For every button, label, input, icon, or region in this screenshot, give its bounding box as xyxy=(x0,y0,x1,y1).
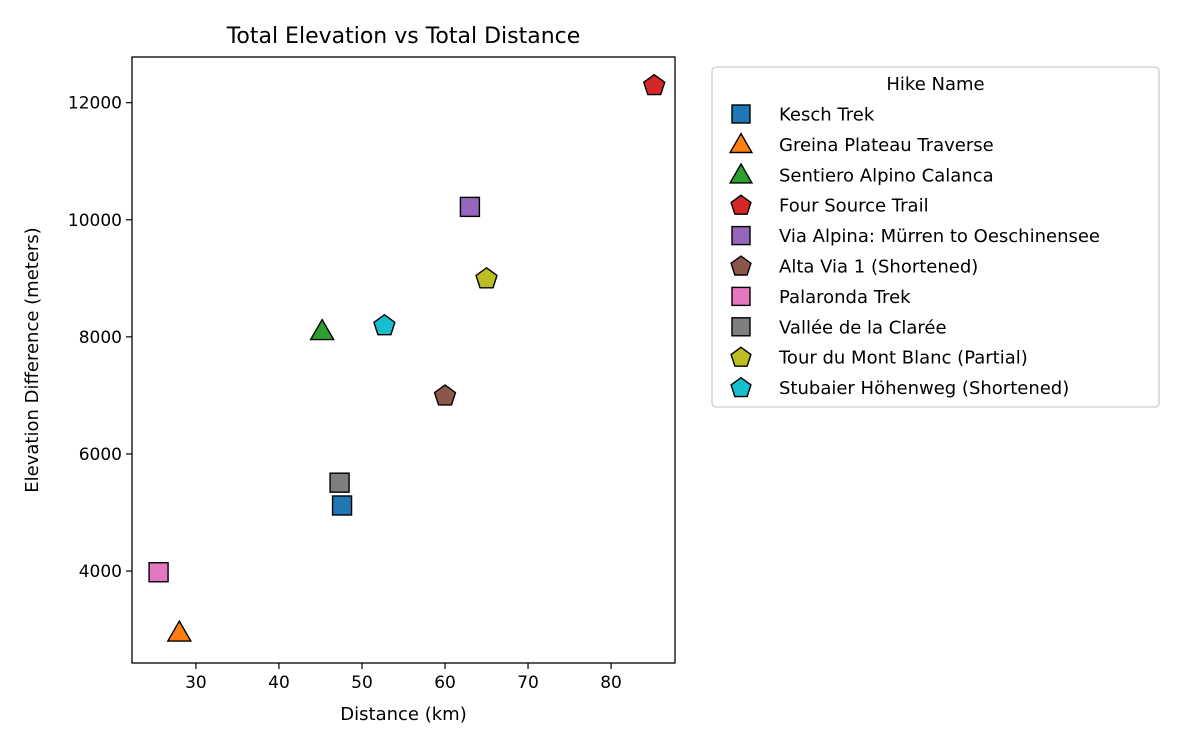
legend-marker xyxy=(730,255,752,276)
data-point xyxy=(373,313,396,336)
legend-entry-label: Four Source Trail xyxy=(779,196,929,217)
legend: Hike Name Kesch Trek Greina Plateau Trave… xyxy=(711,66,1160,408)
legend-title: Hike Name xyxy=(886,74,984,95)
x-tick-label: 40 xyxy=(268,673,290,693)
x-tick-label: 80 xyxy=(600,673,622,693)
chart-title: Total Elevation vs Total Distance xyxy=(226,24,581,49)
x-axis-label: Distance (km) xyxy=(340,704,466,725)
legend-entry-label: Palaronda Trek xyxy=(779,287,911,308)
legend-entry-label: Alta Via 1 (Shortened) xyxy=(779,257,978,278)
data-points xyxy=(148,73,666,642)
legend-entry-label: Via Alpina: Mürren to Oeschinensee xyxy=(779,226,1100,247)
x-tick-label: 60 xyxy=(434,673,456,693)
x-tick-label: 30 xyxy=(185,673,207,693)
y-tick-label: 10000 xyxy=(68,211,122,231)
legend-marker xyxy=(731,317,751,337)
legend-marker xyxy=(731,286,751,307)
legend-entry-label: Kesch Trek xyxy=(779,105,875,126)
data-point xyxy=(309,318,335,341)
data-point xyxy=(166,619,193,642)
y-tick-label: 6000 xyxy=(79,445,122,465)
legend-marker xyxy=(728,162,754,184)
y-tick-label: 4000 xyxy=(79,562,122,582)
legend-entry-label: Vallée de la Clarée xyxy=(779,317,947,338)
legend-entry-label: Greina Plateau Traverse xyxy=(779,135,994,156)
data-point xyxy=(148,562,169,583)
legend-marker xyxy=(730,376,752,398)
axis-ticks: 30 40 50 60 70 80 4000 6000 8000 10000 12000 xyxy=(68,94,622,693)
y-tick-label: 12000 xyxy=(68,94,122,114)
legend-marker xyxy=(730,194,752,215)
legend-entry-label: Sentiero Alpino Calanca xyxy=(779,165,994,186)
data-point xyxy=(642,73,666,96)
data-point xyxy=(433,384,457,406)
y-tick-label: 8000 xyxy=(79,328,122,348)
data-point xyxy=(331,495,353,516)
legend-entry-label: Stubaier Höhenweg (Shortened) xyxy=(779,378,1069,399)
plot-area xyxy=(131,56,676,664)
data-point xyxy=(329,472,350,493)
x-tick-label: 70 xyxy=(517,673,539,693)
legend-marker xyxy=(731,104,751,124)
x-tick-label: 50 xyxy=(351,673,373,693)
data-point xyxy=(475,267,498,289)
legend-marker xyxy=(731,225,751,246)
legend-marker xyxy=(728,132,754,154)
y-axis-label: Elevation Difference (meters) xyxy=(22,227,43,492)
legend-box xyxy=(711,66,1160,408)
data-point xyxy=(459,196,481,218)
legend-entry-label: Tour du Mont Blanc (Partial) xyxy=(778,348,1028,369)
legend-marker xyxy=(730,346,752,367)
legend-items: Kesch Trek Greina Plateau Traverse Sentier… xyxy=(728,104,1100,399)
